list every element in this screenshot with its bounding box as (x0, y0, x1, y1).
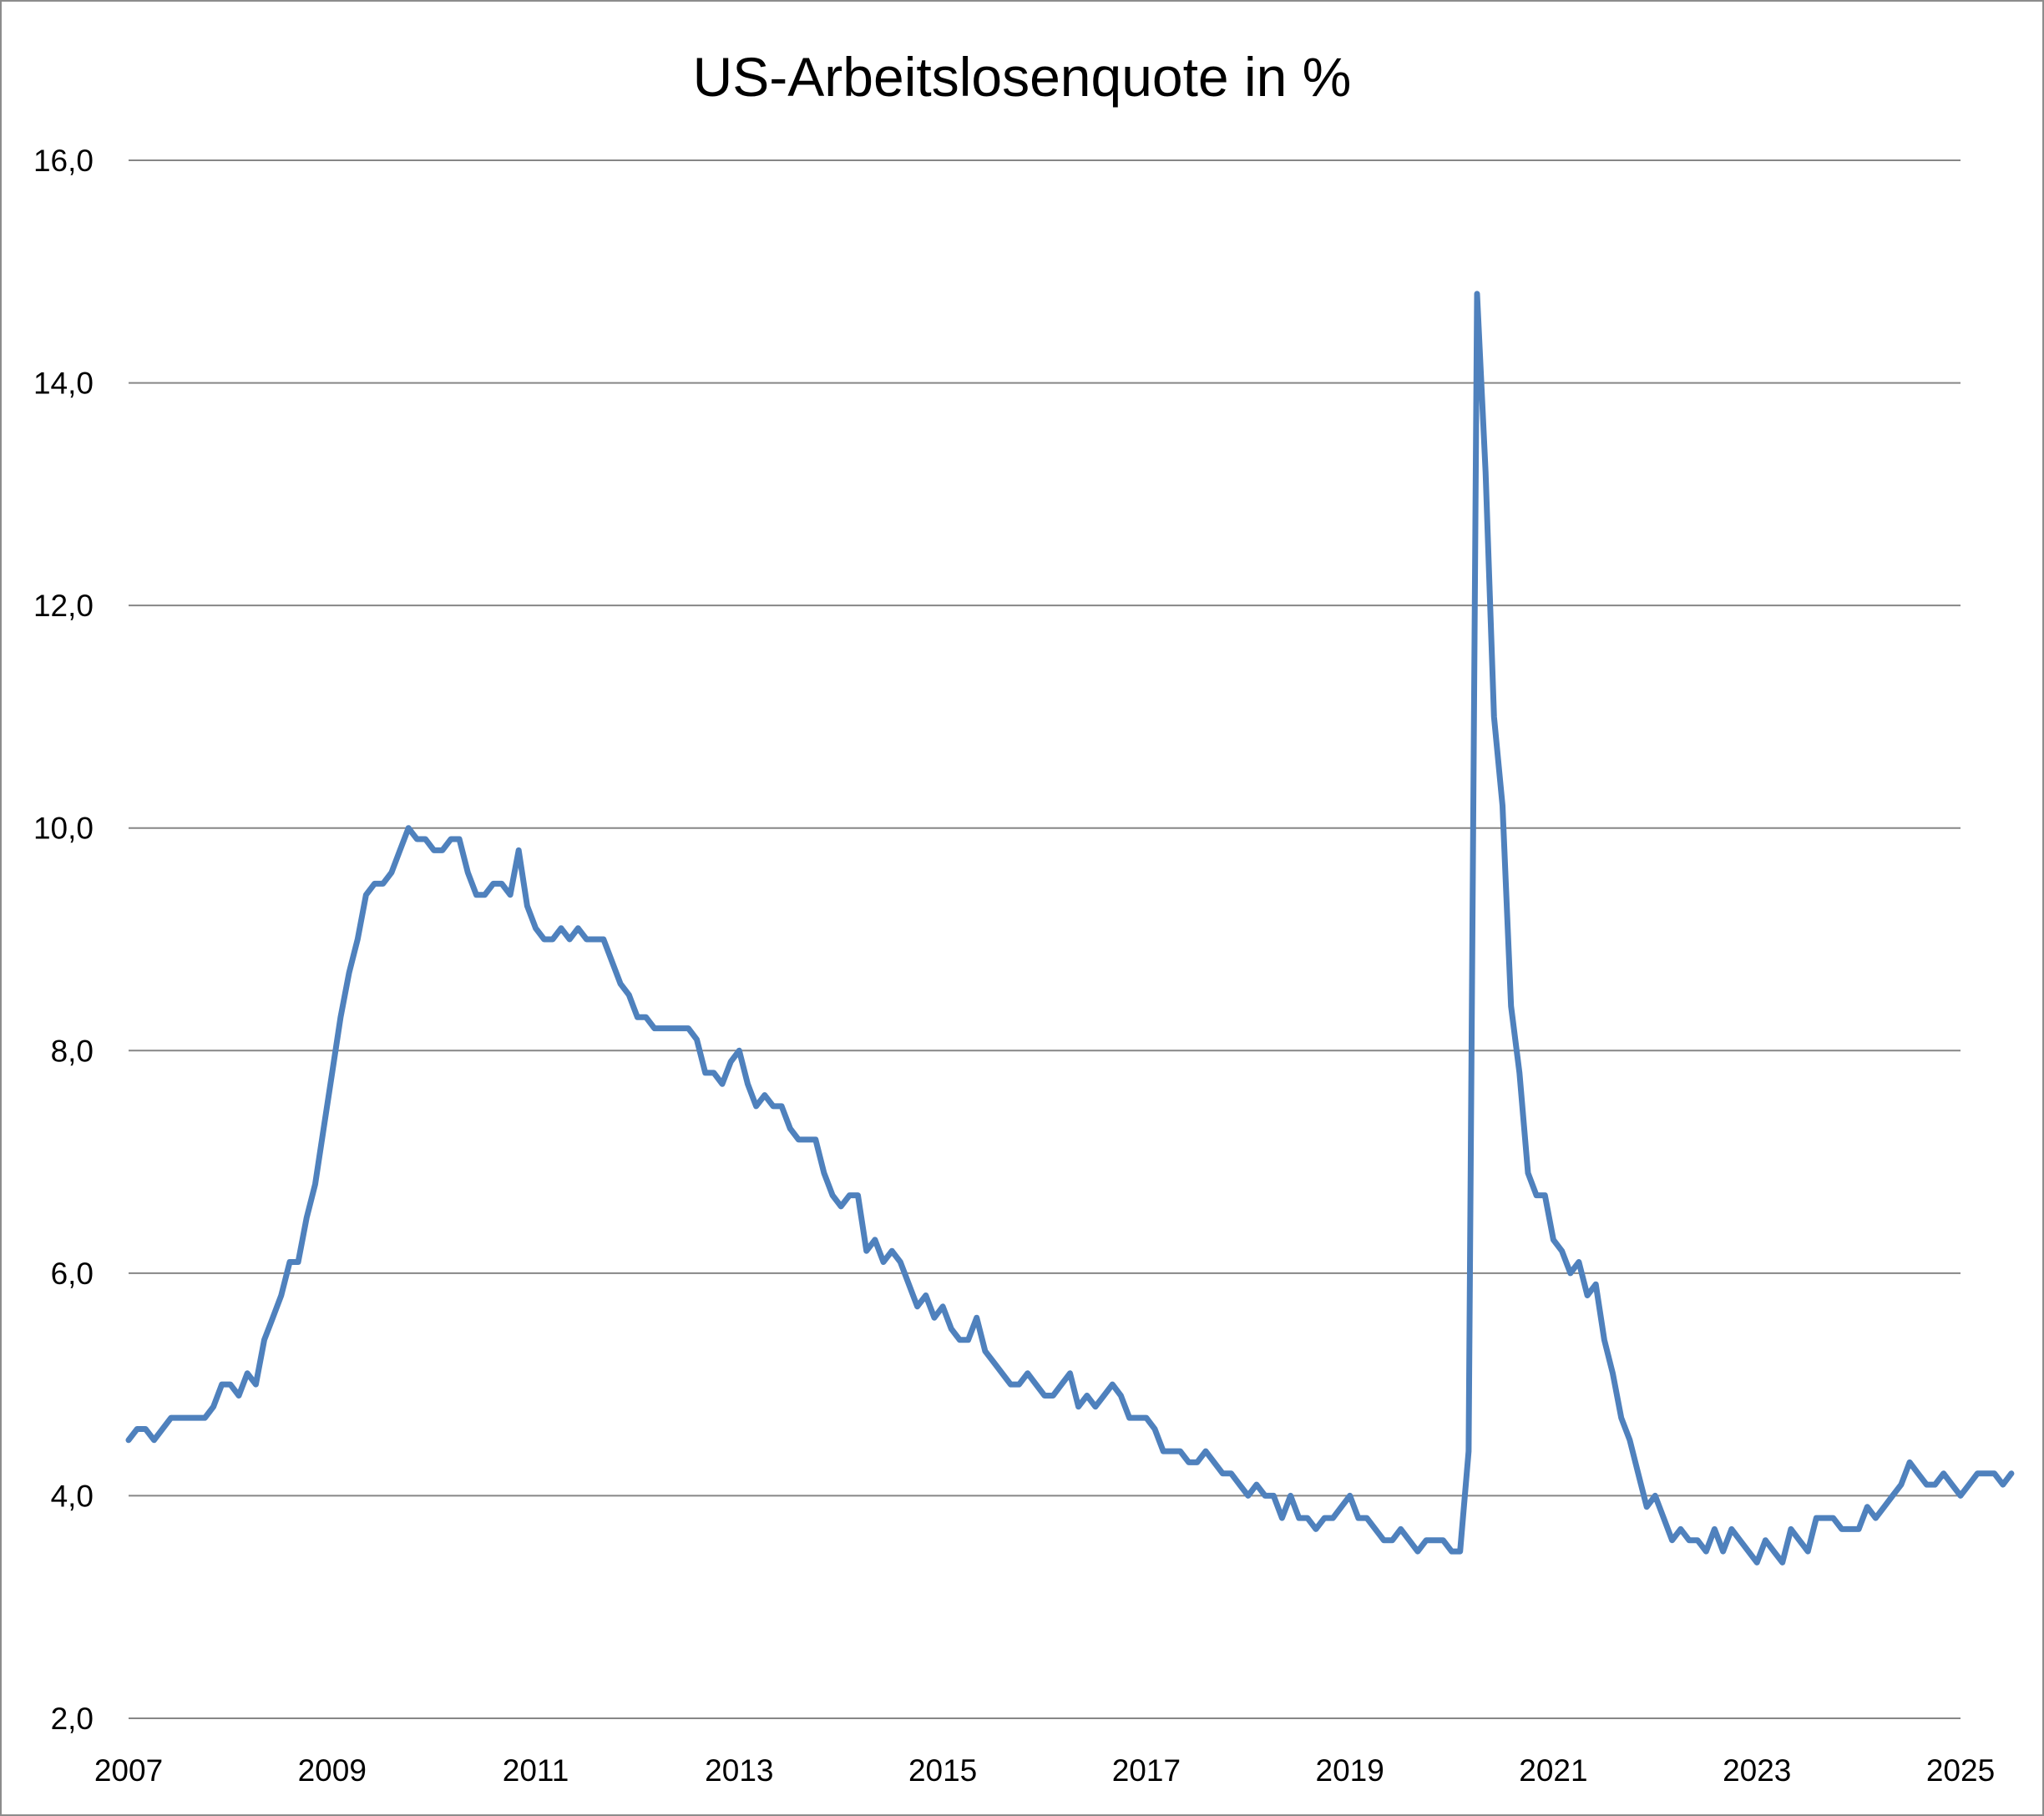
x-tick-label: 2009 (298, 1753, 367, 1788)
y-tick-label: 8,0 (51, 1034, 94, 1068)
y-tick-label: 4,0 (51, 1479, 94, 1513)
x-tick-label: 2007 (94, 1753, 163, 1788)
x-tick-label: 2015 (908, 1753, 977, 1788)
x-tick-label: 2019 (1316, 1753, 1384, 1788)
x-tick-label: 2017 (1112, 1753, 1181, 1788)
chart-title: US-Arbeitslosenquote in % (693, 46, 1352, 108)
x-tick-label: 2011 (503, 1753, 569, 1788)
y-axis-tick-labels: 2,0 4,0 6,0 8,0 10,0 12,0 14,0 16,0 (33, 144, 94, 1736)
y-tick-label: 12,0 (33, 589, 94, 623)
x-axis-tick-labels: 2007 2009 2011 2013 2015 2017 2019 2021 2023 2025 (94, 1753, 1995, 1788)
x-tick-label: 2021 (1519, 1753, 1587, 1788)
series-layer (125, 291, 2015, 1566)
x-tick-label: 2023 (1723, 1753, 1791, 1788)
y-tick-label: 16,0 (33, 144, 94, 178)
series-line (125, 291, 2015, 1566)
y-tick-label: 6,0 (51, 1257, 94, 1291)
y-tick-label: 10,0 (33, 812, 94, 846)
x-tick-label: 2013 (705, 1753, 773, 1788)
x-tick-label: 2025 (1926, 1753, 1995, 1788)
gridlines (129, 159, 1961, 1719)
y-tick-label: 14,0 (33, 367, 94, 401)
y-tick-label: 2,0 (51, 1702, 94, 1736)
